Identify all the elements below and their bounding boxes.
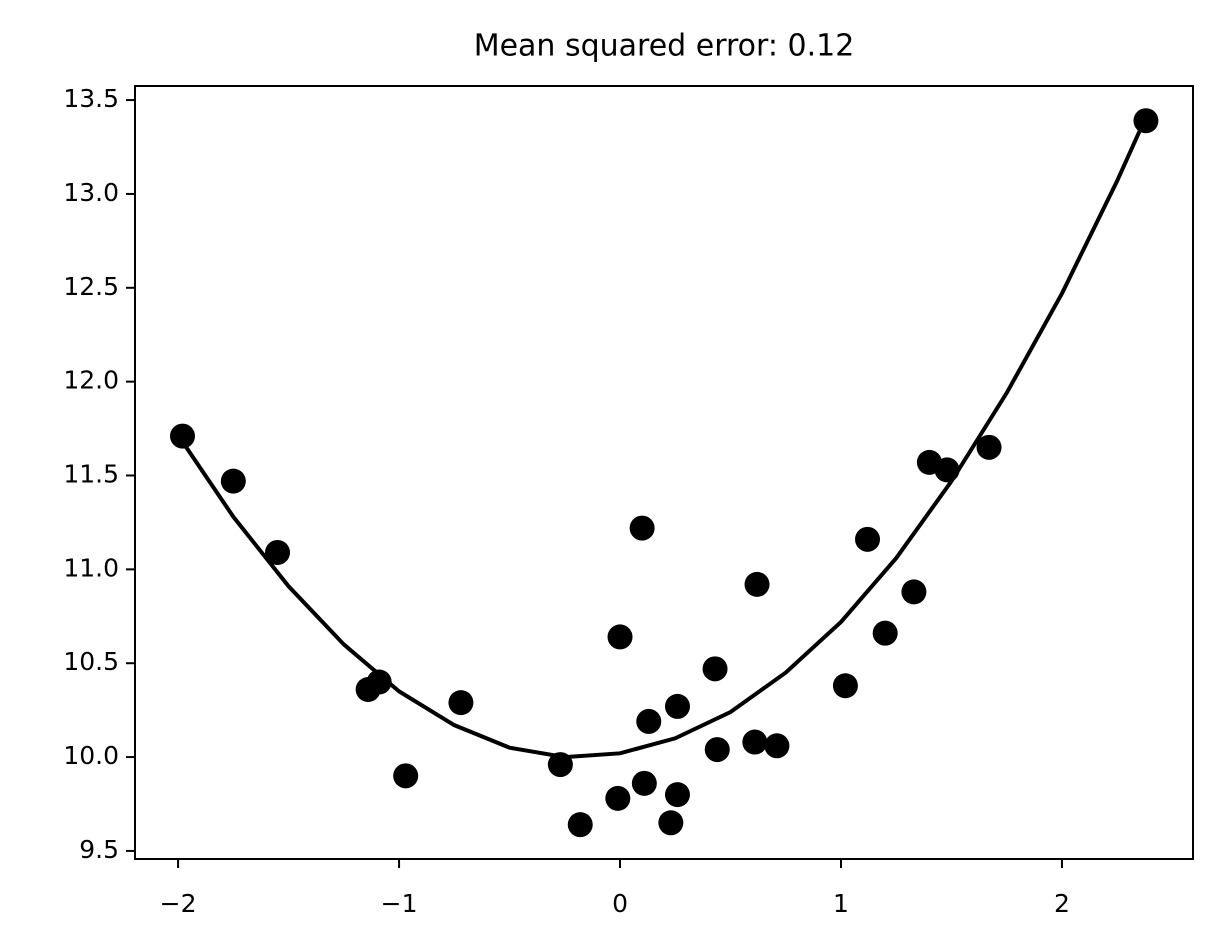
point <box>448 690 474 716</box>
point <box>744 571 770 597</box>
point <box>170 423 196 449</box>
point <box>901 579 927 605</box>
point <box>832 673 858 699</box>
point <box>976 434 1002 460</box>
point <box>742 729 768 755</box>
y-tick-label: 10.5 <box>63 647 119 676</box>
point <box>934 457 960 483</box>
point <box>393 763 419 789</box>
x-tick-label: 2 <box>1054 889 1070 918</box>
point <box>631 770 657 796</box>
point <box>1133 108 1159 134</box>
point <box>855 526 881 552</box>
point <box>664 782 690 808</box>
point <box>547 752 573 778</box>
point <box>764 733 790 759</box>
y-tick-label: 13.0 <box>63 178 119 207</box>
y-tick-label: 11.0 <box>63 553 119 582</box>
y-tick-label: 11.5 <box>63 460 119 489</box>
point <box>702 656 728 682</box>
x-tick-label: 0 <box>612 889 628 918</box>
point <box>605 785 631 811</box>
point <box>366 669 392 695</box>
fit-line <box>180 116 1148 760</box>
point <box>658 810 684 836</box>
point <box>607 624 633 650</box>
x-tick-label: 1 <box>833 889 849 918</box>
plot-frame <box>134 85 1194 860</box>
point <box>872 620 898 646</box>
point <box>265 539 291 565</box>
point <box>664 693 690 719</box>
point <box>629 515 655 541</box>
point <box>220 468 246 494</box>
y-tick-label: 13.5 <box>63 84 119 113</box>
y-tick-label: 9.5 <box>79 835 119 864</box>
y-tick-label: 10.0 <box>63 741 119 770</box>
x-tick-label: −1 <box>381 889 418 918</box>
y-tick-label: 12.5 <box>63 272 119 301</box>
chart-title: Mean squared error: 0.12 <box>474 29 855 64</box>
point <box>704 737 730 763</box>
point <box>636 708 662 734</box>
point <box>567 812 593 838</box>
y-tick-label: 12.0 <box>63 366 119 395</box>
x-tick-label: −2 <box>160 889 197 918</box>
